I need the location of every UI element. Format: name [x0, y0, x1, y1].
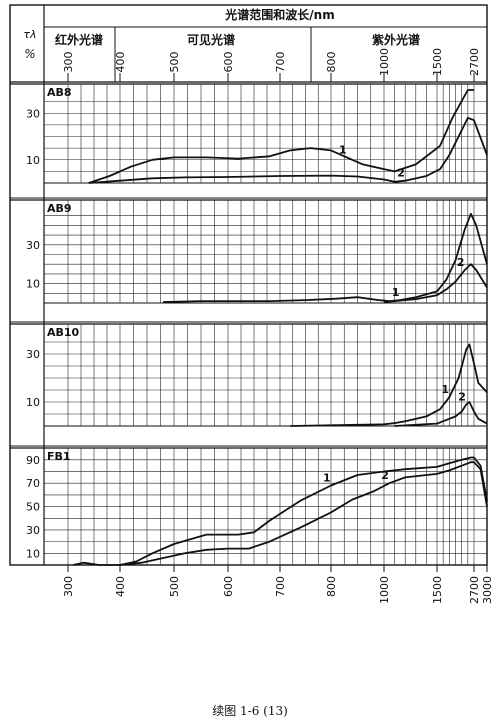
series-1-line [73, 456, 488, 566]
y-tick-label: 10 [26, 278, 40, 291]
panel-ab10: AB10 10 30 12 [10, 323, 488, 447]
header-title: 光谱范围和波长/nm [224, 7, 334, 22]
bottom-tick-label: 1000 [378, 576, 391, 604]
bottom-tick-label: 300 [62, 576, 75, 597]
series-2-line [119, 461, 488, 566]
top-tick-label: 1000 [378, 48, 391, 76]
y-tick-label: 30 [26, 107, 40, 120]
series-label: 2 [381, 469, 389, 482]
series-label: 2 [457, 256, 465, 269]
bottom-tick-label: 700 [274, 576, 287, 597]
region-visible: 可见光谱 [187, 32, 235, 47]
top-tick-label: 500 [168, 52, 181, 73]
y-tick-label: 70 [26, 477, 40, 490]
series-2-line [88, 117, 488, 184]
panel-label: AB10 [47, 326, 80, 339]
outer-border [9, 4, 488, 566]
top-tick-label: 2700 [468, 48, 481, 76]
region-infrared: 红外光谱 [55, 32, 103, 47]
series-1-line [290, 343, 488, 427]
bottom-tick-label: 600 [222, 576, 235, 597]
series-label: 1 [323, 472, 331, 485]
y-tick-label: 30 [26, 524, 40, 537]
series-label: 1 [441, 383, 449, 396]
y-tick-label: 30 [26, 239, 40, 252]
bottom-tick-label: 400 [114, 576, 127, 597]
series-label: 1 [392, 286, 400, 299]
chart-panels: AB8103012AB9103012AB10103012FB1103050709… [10, 83, 494, 604]
panel-grid [44, 324, 487, 426]
y-tick-label: 10 [26, 396, 40, 409]
y-unit: % [24, 47, 35, 61]
top-tick-label: 700 [274, 52, 287, 73]
panel-label: AB8 [47, 86, 72, 99]
bottom-tick-label: 1500 [431, 576, 444, 604]
y-tick-label: 50 [26, 501, 40, 514]
panel-label: FB1 [47, 450, 71, 463]
top-tick-label: 400 [114, 52, 127, 73]
bottom-tick-label: 2700 [468, 576, 481, 604]
bottom-tick-label: 800 [325, 576, 338, 597]
panel-grid [44, 200, 487, 303]
y-tick-label: 10 [26, 547, 40, 560]
figure-header: 光谱范围和波长/nm τλ % 红外光谱 可见光谱 紫外光谱 [23, 7, 420, 61]
series-label: 1 [339, 143, 347, 156]
chart-frame: 300 400 500 600 700 800 1000 1500 2700 [9, 4, 488, 566]
panel-ab9: AB9 10 30 1 2 [10, 199, 488, 323]
bottom-tick-label: 500 [168, 576, 181, 597]
y-tick-label: 90 [26, 454, 40, 467]
series-label: 2 [397, 167, 405, 180]
top-tick-label: 800 [325, 52, 338, 73]
panel-grid [44, 448, 487, 565]
y-tick-label: 10 [26, 154, 40, 167]
top-tick-label: 600 [222, 52, 235, 73]
bottom-x-axis: 300 400 500 600 700 800 1000 1500 2700 3000 [62, 565, 494, 604]
panel-ab8: AB8 10 30 1 2 [10, 83, 488, 199]
y-symbol: τλ [23, 28, 36, 41]
series-1-line [163, 212, 488, 303]
panel-fb1: FB1 10 30 50 70 90 1 2 [10, 447, 488, 566]
series-2-line [383, 263, 488, 303]
bottom-tick-label: 3000 [481, 576, 494, 604]
top-tick-label: 1500 [431, 48, 444, 76]
series-label: 2 [458, 390, 466, 403]
series-1-line [88, 89, 474, 184]
top-tick-label: 300 [62, 52, 75, 73]
figure-caption: 续图 1-6 (13) [212, 704, 288, 718]
panel-grid [44, 84, 487, 183]
y-tick-label: 30 [26, 348, 40, 361]
panel-label: AB9 [47, 202, 72, 215]
region-ultraviolet: 紫外光谱 [372, 32, 420, 47]
series-2-line [394, 401, 488, 427]
